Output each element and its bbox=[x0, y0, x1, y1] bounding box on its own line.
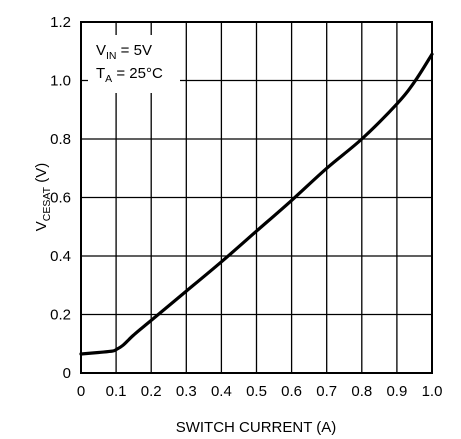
x-axis-title: SWITCH CURRENT (A) bbox=[176, 419, 337, 436]
x-tick-label: 0.5 bbox=[246, 383, 267, 400]
y-tick-label: 0.8 bbox=[50, 131, 71, 148]
annotation-vin: VIN = 5V bbox=[96, 42, 152, 62]
y-axis-title: VCESAT (V) bbox=[33, 163, 53, 231]
plot-frame bbox=[80, 21, 433, 374]
x-tick-label: 1.0 bbox=[422, 383, 443, 400]
y-tick-label: 0.2 bbox=[50, 307, 71, 324]
y-tick-label: 0.6 bbox=[50, 190, 71, 207]
x-tick-label: 0.4 bbox=[211, 383, 232, 400]
y-tick-labels: 0 0.2 0.4 0.6 0.8 1.0 1.2 bbox=[50, 14, 71, 382]
x-tick-label: 0.7 bbox=[316, 383, 337, 400]
annotation-background bbox=[88, 35, 180, 93]
x-tick-label: 0.2 bbox=[141, 383, 162, 400]
y-tick-label: 0 bbox=[63, 365, 71, 382]
x-tick-label: 0 bbox=[77, 383, 85, 400]
x-tick-label: 0.1 bbox=[106, 383, 127, 400]
x-tick-label: 0.9 bbox=[386, 383, 407, 400]
x-tick-label: 0.8 bbox=[351, 383, 372, 400]
y-tick-label: 1.2 bbox=[50, 14, 71, 31]
x-tick-label: 0.6 bbox=[281, 383, 302, 400]
annotation-ta: TA = 25°C bbox=[96, 65, 163, 85]
x-tick-labels: 0 0.1 0.2 0.3 0.4 0.5 0.6 0.7 0.8 0.9 1.0 bbox=[77, 383, 443, 400]
series-line bbox=[79, 52, 434, 356]
y-tick-label: 1.0 bbox=[50, 73, 71, 90]
y-tick-label: 0.4 bbox=[50, 248, 71, 265]
x-tick-label: 0.3 bbox=[176, 383, 197, 400]
